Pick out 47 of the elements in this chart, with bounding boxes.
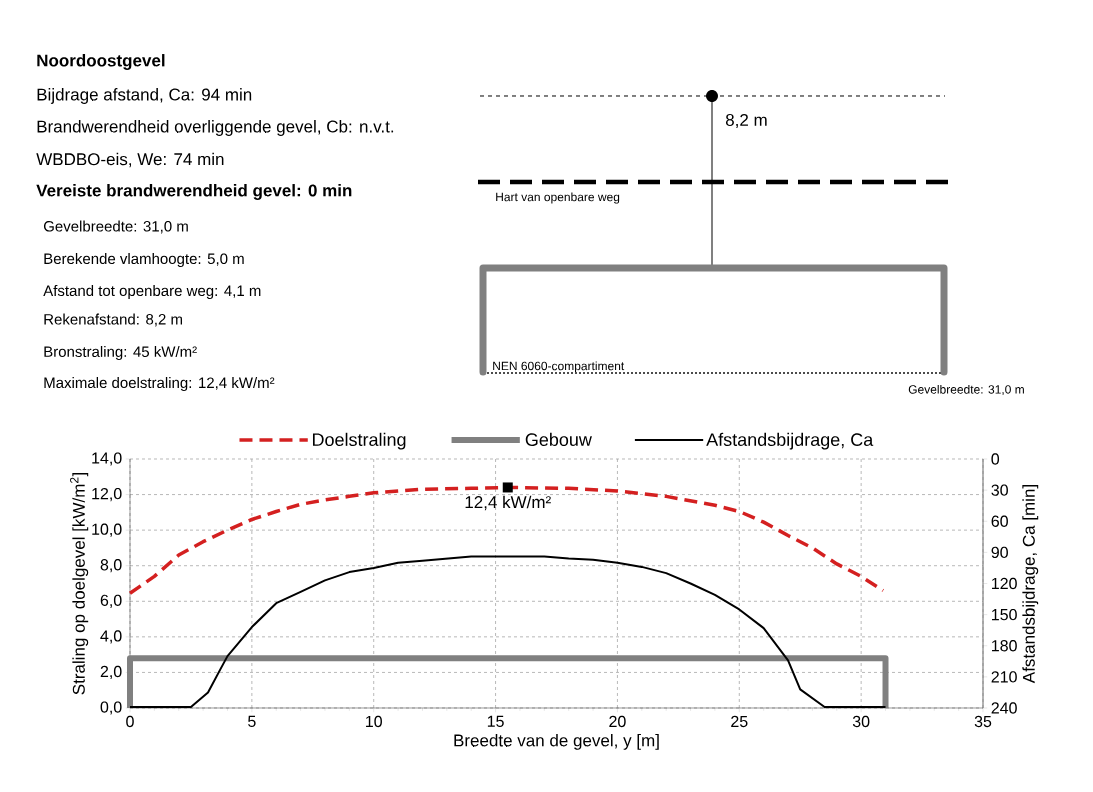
x-tick-label: 25: [731, 715, 748, 728]
y-tick-label: 4,0: [100, 630, 122, 644]
y2-tick-label: 120: [992, 577, 1017, 590]
text: Vereiste brandwerendheid gevel: 0 min: [36, 184, 352, 200]
y2-tick-label: 30: [991, 484, 1008, 496]
x-axis-title: Breedte van de gevel, y [m]: [454, 734, 659, 750]
legend-label: Doelstraling: [312, 432, 406, 450]
text: Gevelbreedte: 31,0 m: [908, 384, 1024, 396]
y-tick-label: 8,0: [100, 559, 122, 573]
text: NEN 6060-compartiment: [493, 361, 625, 373]
text: Bijdrage afstand, Ca: 94 min: [37, 88, 252, 104]
x-tick-label: 0: [126, 715, 134, 728]
text: Hart van openbare weg: [496, 192, 620, 204]
y-tick-label: 12,0: [92, 487, 122, 502]
text: Maximale doelstraling: 12,4 kW/m²: [44, 377, 275, 391]
y-tick-label: 10,0: [92, 523, 122, 537]
annotation: 12,4 kW/m²: [465, 495, 551, 511]
legend-label: Gebouw: [525, 432, 592, 446]
y2-tick-label: 0: [991, 453, 1000, 465]
text: Noordoostgevel: [37, 54, 165, 70]
text: Brandwerendheid overliggende gevel, Cb: n.v.t.: [37, 120, 394, 136]
legend-label: Afstandsbijdrage, Ca: [706, 432, 874, 450]
text: WBDBO-eis, We: 74 min: [36, 152, 224, 168]
text: Gevelbreedte: 31,0 m: [43, 220, 188, 234]
x-tick-label: 15: [487, 715, 504, 727]
x-tick-label: 20: [609, 715, 626, 728]
y2-tick-label: 150: [992, 608, 1017, 621]
y2-tick-label: 210: [991, 671, 1017, 683]
text: Rekenafstand: 8,2 m: [44, 313, 182, 327]
y-tick-label: 0,0: [100, 701, 122, 715]
x-tick-label: 35: [974, 715, 992, 728]
y-axis-title: Straling op doelgevel [kW/m$^{2}$]: [70, 472, 89, 695]
text: Afstand tot openbare weg: 4,1 m: [43, 285, 261, 299]
x-tick-label: 10: [366, 715, 382, 728]
y2-tick-label: 240: [991, 702, 1017, 714]
x-tick-label: 5: [248, 715, 256, 727]
y2-tick-label: 60: [991, 515, 1008, 527]
y2-tick-label: 180: [992, 640, 1017, 652]
y2-tick-label: 90: [991, 546, 1008, 559]
x-tick-label: 30: [852, 715, 870, 728]
y-tick-label: 6,0: [100, 594, 122, 608]
y2-axis-title: Afstandsbijdrage, Ca [min]: [1022, 485, 1039, 684]
y-tick-label: 2,0: [100, 665, 122, 680]
text: Bronstraling: 45 kW/m²: [44, 346, 197, 360]
text: Berekende vlamhoogte: 5,0 m: [44, 253, 244, 267]
text: 8,2 m: [725, 113, 767, 129]
y-tick-label: 14,0: [92, 452, 122, 466]
